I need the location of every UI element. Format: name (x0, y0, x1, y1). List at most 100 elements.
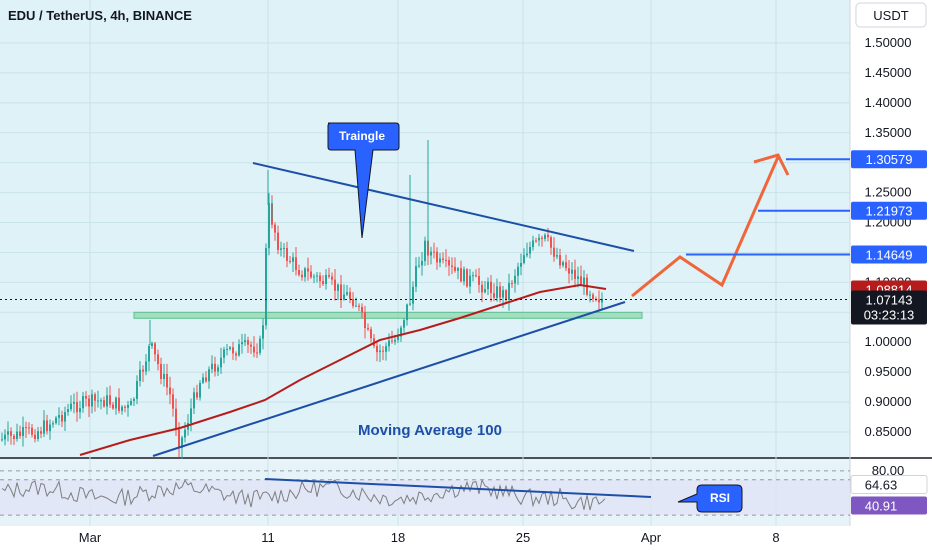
candle-body (88, 398, 90, 407)
candle-body (217, 367, 219, 372)
candle-body (370, 329, 372, 339)
candle-body (502, 290, 504, 298)
candle (556, 247, 558, 260)
candle-body (142, 369, 144, 372)
candle (190, 398, 192, 432)
candle (136, 375, 138, 405)
candle (583, 270, 585, 296)
candle (301, 270, 303, 281)
candle (16, 423, 18, 442)
candle (442, 252, 444, 264)
candle-body (199, 382, 201, 398)
candle (13, 434, 15, 446)
candle (331, 272, 333, 285)
projection-path[interactable] (631, 156, 780, 298)
candle-body (127, 404, 129, 408)
candle-body (367, 328, 369, 330)
candle-body (238, 344, 240, 356)
x-tick-label: 25 (516, 530, 530, 545)
rsi-trendline (264, 478, 652, 498)
candle-body (100, 400, 102, 402)
candle-body (157, 354, 159, 365)
candle (490, 274, 492, 302)
candle (82, 391, 84, 413)
candle (124, 405, 126, 413)
time-axis-background (0, 526, 932, 550)
y-tick-label: 0.95000 (865, 364, 912, 379)
candle (424, 236, 426, 266)
candle (262, 318, 264, 350)
candle-body (334, 279, 336, 291)
candle (316, 272, 318, 283)
rsi-value-tag (851, 496, 927, 515)
candle-body (115, 397, 117, 409)
candle-body (259, 338, 261, 353)
price-tags: 1.305791.219731.146491.088141.0714303:23… (0, 150, 928, 515)
trendline-layer[interactable] (152, 162, 635, 457)
candle-body (343, 294, 345, 300)
candle (310, 265, 312, 279)
candle (526, 242, 528, 258)
candle-body (340, 284, 342, 300)
candle (322, 275, 324, 287)
projection-layer[interactable] (631, 153, 850, 298)
candle-body (145, 361, 147, 372)
candle-body (466, 269, 468, 287)
candle (421, 252, 423, 276)
candle (214, 356, 216, 377)
annotations[interactable]: Traingle Moving Average 100 RSI (327, 122, 743, 513)
candle-body (442, 258, 444, 260)
lower-trendline[interactable] (152, 301, 626, 457)
upper-trendline[interactable] (252, 162, 635, 252)
rsi-tick-label: 80.00 (872, 463, 905, 478)
candle-body (154, 343, 156, 355)
candle (451, 257, 453, 275)
candle-body (139, 369, 141, 381)
rsi-current-label: 64.63 (865, 477, 898, 492)
candle-body (286, 247, 288, 261)
candle-body (151, 343, 153, 347)
projection-arrow-head[interactable] (753, 153, 790, 176)
countdown-label: 03:23:13 (864, 307, 915, 322)
currency-button[interactable]: USDT (855, 2, 927, 28)
candle-body (169, 387, 171, 395)
last-price-label: 1.07143 (866, 292, 913, 307)
candle-body (172, 394, 174, 409)
candle-body (352, 299, 354, 306)
candle (484, 281, 486, 294)
candle (520, 253, 522, 276)
candle (1, 432, 3, 442)
candle-body (202, 377, 204, 383)
y-tick-label: 0.90000 (865, 394, 912, 409)
candle (538, 233, 540, 247)
candle-body (205, 377, 207, 382)
candle-body (325, 275, 327, 285)
candle-body (394, 339, 396, 342)
candle (97, 390, 99, 408)
y-tick-label: 1.45000 (865, 65, 912, 80)
candle-body (481, 284, 483, 293)
candle (112, 401, 114, 410)
candle (49, 419, 51, 440)
candle-body (31, 427, 33, 435)
candle-body (541, 237, 543, 239)
candle (511, 279, 513, 288)
candle (478, 267, 480, 293)
time-axis[interactable]: Mar 11 18 25 Apr 8 (79, 530, 780, 545)
x-tick-label: Mar (79, 530, 102, 545)
candle (85, 391, 87, 407)
candle-body (82, 396, 84, 409)
candle (25, 421, 27, 438)
candle-body (493, 293, 495, 298)
candle-body (553, 247, 555, 257)
triangle-callout[interactable]: Traingle (327, 122, 400, 239)
candle (196, 384, 198, 401)
candle (292, 252, 294, 272)
candle-body (118, 397, 120, 411)
last-price-tag (851, 290, 927, 325)
rsi-callout[interactable]: RSI (677, 484, 743, 513)
candle-body (307, 268, 309, 272)
candle (193, 387, 195, 415)
candle (208, 366, 210, 389)
